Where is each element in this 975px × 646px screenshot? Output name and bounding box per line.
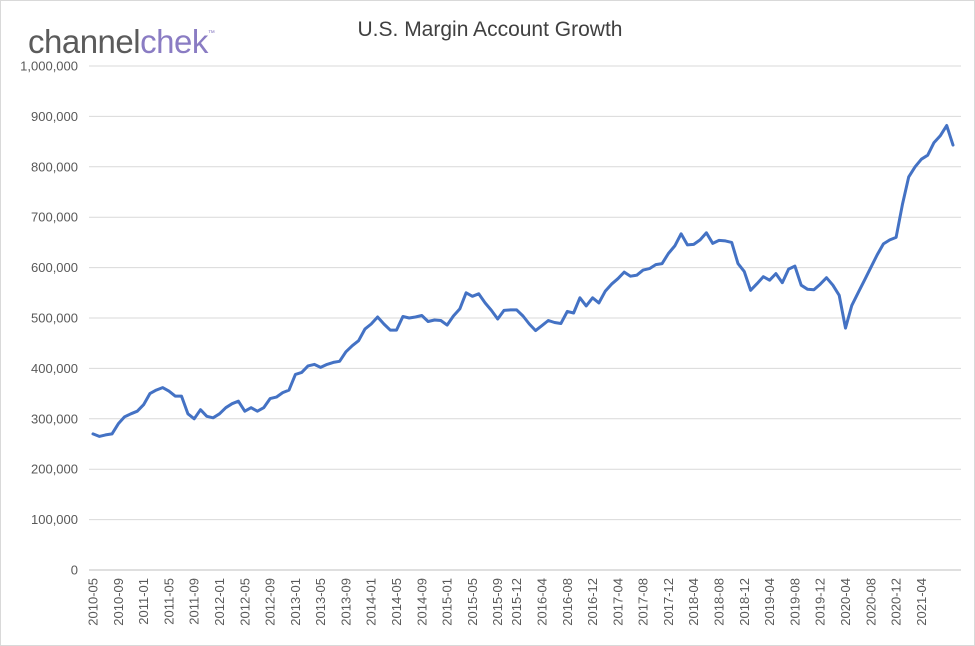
x-tick-label: 2010-09 bbox=[111, 578, 126, 626]
x-tick-label: 2015-01 bbox=[440, 578, 455, 626]
x-axis-ticks: 2010-05 2010-09 2011-01 2011-05 2011-09 2012-… bbox=[86, 578, 929, 626]
x-tick-label: 2013-05 bbox=[313, 578, 328, 626]
x-tick-label: 2015-09 bbox=[490, 578, 505, 626]
x-tick-label: 2016-08 bbox=[560, 578, 575, 626]
x-tick-label: 2020-08 bbox=[863, 578, 878, 626]
x-tick-label: 2017-08 bbox=[636, 578, 651, 626]
y-tick-label: 100,000 bbox=[31, 512, 78, 527]
x-tick-label: 2014-01 bbox=[364, 578, 379, 626]
gridlines bbox=[89, 65, 961, 571]
x-tick-label: 2011-05 bbox=[161, 578, 176, 625]
x-tick-label: 2012-05 bbox=[237, 578, 252, 626]
series-line-margin-accounts bbox=[91, 124, 955, 438]
x-tick-label: 2012-09 bbox=[263, 578, 278, 626]
x-tick-label: 2019-12 bbox=[813, 578, 828, 626]
x-tick-label: 2016-04 bbox=[534, 578, 549, 626]
y-tick-label: 200,000 bbox=[31, 462, 78, 477]
x-tick-label: 2018-04 bbox=[686, 578, 701, 626]
x-tick-label: 2014-05 bbox=[389, 578, 404, 626]
x-tick-label: 2014-09 bbox=[414, 578, 429, 626]
x-tick-label: 2015-12 bbox=[509, 578, 524, 626]
x-tick-label: 2017-12 bbox=[661, 578, 676, 626]
x-tick-label: 2017-04 bbox=[610, 578, 625, 626]
chart-title: U.S. Margin Account Growth bbox=[357, 18, 623, 41]
x-tick-label: 2013-01 bbox=[288, 578, 303, 626]
y-tick-label: 800,000 bbox=[31, 159, 78, 174]
x-tick-label: 2010-05 bbox=[86, 578, 101, 626]
y-tick-label: 600,000 bbox=[31, 260, 78, 275]
y-axis-ticks: 0 100,000 200,000 300,000 400,000 500,000 600,… bbox=[20, 59, 78, 578]
channelchek-logo: channelchek™ bbox=[28, 12, 215, 64]
x-tick-label: 2013-09 bbox=[338, 578, 353, 626]
x-tick-label: 2015-05 bbox=[465, 578, 480, 626]
logo-text-chek: chek bbox=[140, 23, 208, 60]
x-tick-label: 2019-08 bbox=[787, 578, 802, 626]
y-tick-label: 500,000 bbox=[31, 311, 78, 326]
logo-trademark: ™ bbox=[207, 30, 215, 37]
x-tick-label: 2018-12 bbox=[737, 578, 752, 626]
series-layer bbox=[91, 124, 955, 438]
x-tick-label: 2011-01 bbox=[136, 578, 151, 625]
y-tick-label: 0 bbox=[71, 563, 78, 578]
x-tick-label: 2011-09 bbox=[187, 578, 202, 625]
y-tick-label: 1,000,000 bbox=[20, 59, 78, 74]
y-tick-label: 400,000 bbox=[31, 361, 78, 376]
x-tick-label: 2020-04 bbox=[838, 578, 853, 626]
y-tick-label: 300,000 bbox=[31, 411, 78, 426]
x-tick-label: 2019-04 bbox=[762, 578, 777, 626]
x-tick-label: 2012-01 bbox=[212, 578, 227, 626]
x-tick-label: 2020-12 bbox=[889, 578, 904, 626]
logo-text-channel: channel bbox=[28, 23, 141, 60]
x-tick-label: 2018-08 bbox=[712, 578, 727, 626]
x-tick-label: 2021-04 bbox=[914, 578, 929, 626]
y-tick-label: 900,000 bbox=[31, 109, 78, 124]
y-tick-label: 700,000 bbox=[31, 210, 78, 225]
x-tick-label: 2016-12 bbox=[585, 578, 600, 626]
